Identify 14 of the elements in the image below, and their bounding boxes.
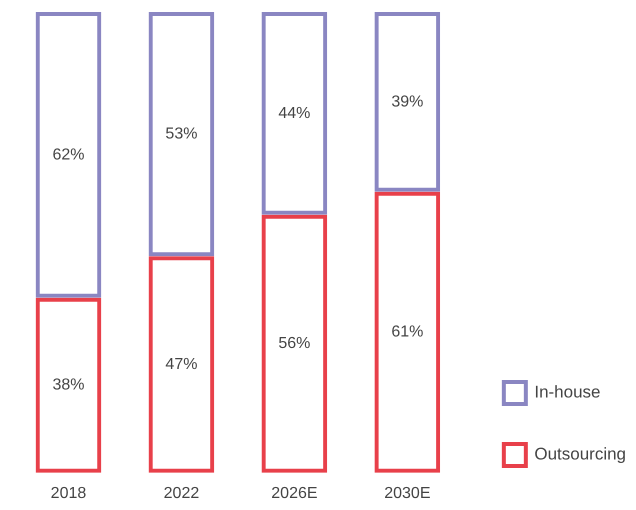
legend-label: In-house [534, 382, 601, 402]
data-label: 44% [278, 104, 310, 122]
data-label: 56% [278, 335, 310, 352]
x-tick-label: 2022 [164, 484, 200, 502]
data-label: 38% [52, 376, 84, 394]
data-label: 39% [391, 93, 424, 110]
data-label: 61% [391, 324, 424, 341]
data-label: 47% [165, 356, 198, 373]
legend-label: Outsourcing [534, 444, 626, 464]
x-tick-label: 2018 [50, 484, 86, 502]
data-label: 53% [165, 126, 198, 143]
x-tick-label: 2026E [271, 484, 318, 502]
x-tick-label: 2030E [384, 484, 430, 502]
data-label: 62% [52, 146, 84, 164]
